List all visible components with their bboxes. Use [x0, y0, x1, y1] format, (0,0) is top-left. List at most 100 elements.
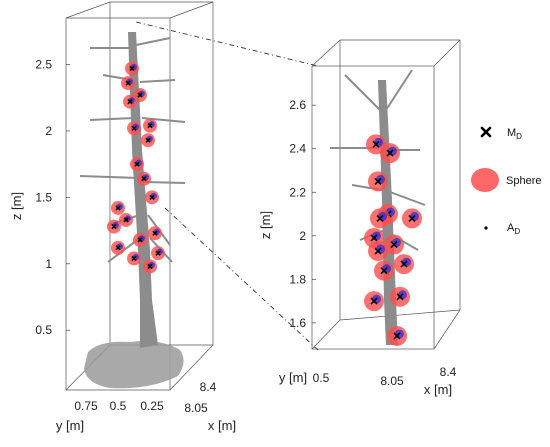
sphere-marker: [137, 171, 151, 186]
sphere-marker: [141, 133, 155, 148]
md-marker: [115, 245, 121, 251]
legend: MD Sphere AD: [471, 126, 541, 236]
left-x-tick-8.4: 8.4: [200, 380, 217, 394]
md-marker: [408, 214, 416, 222]
legend-item-ad: AD: [484, 222, 520, 236]
legend-md-label: MD: [507, 127, 522, 141]
md-marker: [123, 217, 129, 223]
md-marker: [370, 234, 378, 242]
legend-sphere-label: Sphere: [506, 175, 541, 187]
sphere-marker: [133, 88, 147, 103]
right-x-tick-8.4: 8.4: [440, 365, 457, 379]
md-marker: [131, 125, 137, 131]
zoom-connectors: [135, 21, 319, 351]
sphere-marker: [107, 219, 121, 234]
md-marker: [147, 263, 153, 270]
md-marker: [400, 260, 408, 268]
md-marker: [131, 255, 137, 262]
sphere-marker: [143, 118, 157, 133]
left-ground-cloud: [84, 341, 184, 389]
md-marker: [390, 240, 398, 249]
legend-item-md: MD: [480, 126, 522, 141]
sphere-marker: [148, 226, 162, 241]
left-y-tick-0.75: 0.75: [74, 399, 98, 413]
sphere-marker: [368, 241, 388, 262]
z-tick-label: 2: [299, 229, 306, 243]
sphere-marker: [123, 94, 137, 109]
z-tick-label: 0.5: [35, 323, 52, 337]
z-tick-label: 2.5: [35, 58, 52, 72]
md-marker: [370, 297, 378, 305]
md-marker: [137, 237, 143, 243]
sphere-marker: [130, 157, 144, 172]
sphere-marker: [145, 190, 159, 205]
right-x-axis-label: x [m]: [424, 382, 452, 397]
left-x-tick-8.05: 8.05: [184, 401, 208, 415]
dot-icon: [484, 226, 488, 230]
left-y-tick-0.25: 0.25: [140, 399, 164, 413]
left-x-axis-label: x [m]: [208, 418, 236, 433]
left-spheres: [107, 61, 165, 274]
sphere-marker: [368, 171, 388, 192]
left-z-axis-label: z [m]: [9, 192, 24, 220]
sphere-marker: [143, 259, 157, 274]
md-marker: [129, 65, 135, 72]
sphere-marker: [111, 200, 125, 215]
sphere-marker: [387, 325, 407, 346]
md-marker: [115, 205, 121, 211]
sphere-marker: [380, 143, 400, 164]
md-marker: [137, 92, 143, 98]
right-panel: 1.6 1.8 2 2.2 2.4 2.6 z [m] y [m] 0.5 8.05 8.…: [258, 39, 461, 397]
md-marker: [141, 176, 147, 182]
sphere-marker: [127, 121, 141, 136]
sphere-marker: [402, 208, 422, 229]
md-marker: [155, 250, 161, 256]
sphere-marker: [364, 291, 384, 312]
z-tick-label: 1.6: [289, 316, 306, 330]
sphere-marker: [374, 260, 394, 281]
md-marker: [376, 214, 384, 222]
md-marker: [125, 80, 131, 86]
z-tick-label: 2.6: [289, 98, 306, 112]
sphere-marker: [394, 254, 414, 275]
right-y-tick-0.5: 0.5: [313, 371, 330, 385]
sphere-marker: [111, 240, 125, 255]
legend-item-sphere: Sphere: [471, 168, 541, 192]
left-z-ticks: 0.5 1 1.5 2 2.5: [35, 58, 70, 337]
md-marker: [393, 332, 401, 340]
right-z-axis-label: z [m]: [258, 211, 273, 239]
sphere-marker: [151, 246, 165, 261]
sphere-marker: [370, 208, 390, 229]
sphere-marker: [384, 234, 404, 255]
right-spheres: [364, 134, 422, 346]
md-marker: [374, 247, 382, 255]
md-marker: [111, 223, 117, 230]
md-marker: [396, 293, 404, 301]
sphere-icon: [471, 168, 499, 192]
left-y-axis-label: y [m]: [56, 418, 84, 433]
right-plot-box: [311, 39, 461, 350]
md-marker: [386, 149, 394, 157]
md-marker: [145, 137, 151, 143]
md-marker: [149, 194, 155, 201]
sphere-marker: [125, 61, 139, 76]
right-x-tick-8.05: 8.05: [380, 374, 404, 388]
md-marker: [372, 140, 380, 148]
z-tick-label: 2.4: [289, 142, 306, 156]
sphere-marker: [133, 232, 147, 247]
z-tick-label: 1: [45, 257, 52, 271]
md-marker: [152, 230, 158, 236]
z-tick-label: 2.2: [289, 185, 306, 199]
md-marker: [374, 177, 382, 185]
md-marker: [380, 267, 388, 275]
md-marker: [147, 122, 153, 129]
z-tick-label: 1.8: [289, 272, 306, 286]
z-tick-label: 2: [45, 124, 52, 138]
sphere-marker: [127, 251, 141, 266]
md-marker: [127, 99, 133, 105]
legend-ad-label: AD: [507, 222, 520, 236]
left-panel: 0.5 1 1.5 2 2.5 z [m] 0.75 0.5 0.25 y [m] 8.…: [9, 1, 236, 433]
md-marker: [134, 161, 140, 167]
right-y-axis-label: y [m]: [279, 370, 307, 385]
